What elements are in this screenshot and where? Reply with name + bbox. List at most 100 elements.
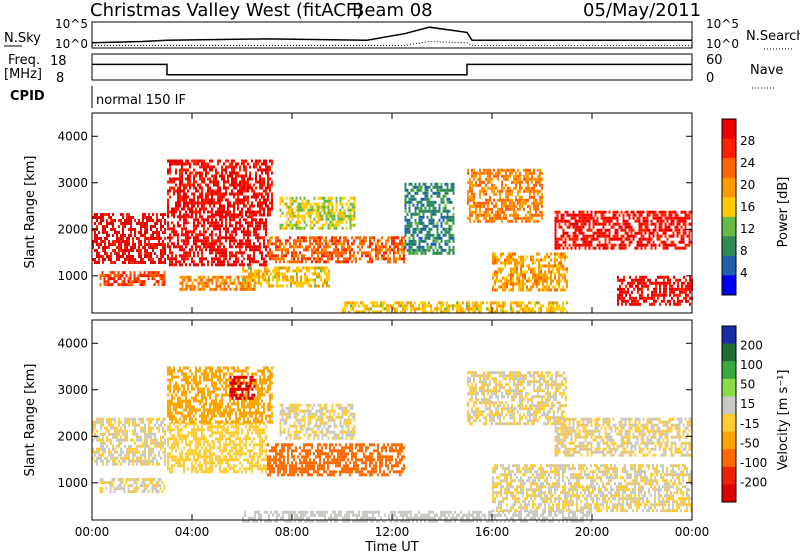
heatmap-cell <box>199 195 201 199</box>
heatmap-cell <box>554 219 557 223</box>
y-tick-label: 1000 <box>57 269 88 283</box>
heatmap-cell <box>539 177 541 181</box>
heatmap-cell <box>164 246 166 249</box>
heatmap-cell <box>231 233 233 237</box>
heatmap-cell <box>440 251 443 255</box>
heatmap-cell <box>289 196 292 200</box>
heatmap-cell <box>181 183 183 187</box>
heatmap-cell <box>689 275 691 279</box>
heatmap-cell <box>632 213 635 217</box>
heatmap-cell <box>233 278 236 282</box>
heatmap-cell <box>175 162 177 166</box>
heatmap-cell <box>187 162 189 166</box>
heatmap-cell <box>473 201 475 205</box>
heatmap-cell <box>641 296 643 300</box>
heatmap-cell <box>144 237 146 240</box>
heatmap-cell <box>304 275 306 279</box>
heatmap-cell <box>507 189 509 193</box>
heatmap-cell <box>237 242 239 246</box>
heatmap-cell <box>669 302 671 306</box>
heatmap-cell <box>554 285 556 289</box>
heatmap-cell <box>566 255 568 259</box>
heatmap-cell <box>262 275 264 279</box>
heatmap-cell <box>114 228 116 231</box>
heatmap-cell <box>638 210 641 214</box>
heatmap-cell <box>148 219 150 222</box>
heatmap-cell <box>576 225 579 229</box>
heatmap-cell <box>580 231 583 235</box>
heatmap-cell <box>257 260 259 264</box>
heatmap-cell <box>254 278 256 282</box>
heatmap-cell <box>501 168 503 172</box>
heatmap-cell <box>510 252 512 256</box>
heatmap-cell <box>277 254 279 258</box>
heatmap-cell <box>197 281 200 285</box>
heatmap-cell <box>265 189 267 193</box>
heatmap-cell <box>660 213 663 217</box>
heatmap-cell <box>566 246 569 250</box>
heatmap-cell <box>678 219 681 223</box>
heatmap-cell <box>276 281 278 285</box>
heatmap-cell <box>268 278 270 282</box>
heatmap-cell <box>199 233 201 237</box>
heatmap-cell <box>682 240 685 244</box>
heatmap-cell <box>279 196 282 200</box>
heatmap-cell <box>285 223 288 227</box>
heatmap-cell <box>267 242 269 246</box>
heatmap-cell <box>527 204 529 208</box>
heatmap-cell <box>249 260 251 264</box>
heatmap-cell <box>622 213 625 217</box>
heatmap-cell <box>203 159 205 163</box>
heatmap-cell <box>452 212 455 216</box>
heatmap-cell <box>518 255 520 259</box>
heatmap-cell <box>420 245 423 249</box>
heatmap-cell <box>225 287 228 291</box>
heatmap-cell <box>215 174 217 178</box>
heatmap-cell <box>410 188 413 192</box>
heatmap-cell <box>602 213 605 217</box>
heatmap-cell <box>562 307 564 311</box>
heatmap-cell <box>530 310 532 314</box>
heatmap-cell <box>438 203 441 207</box>
heatmap-cell <box>620 210 623 214</box>
heatmap-cell <box>171 186 173 190</box>
heatmap-cell <box>255 260 257 264</box>
heatmap-cell <box>584 240 587 244</box>
heatmap-cell <box>522 307 524 311</box>
heatmap-cell <box>643 296 645 300</box>
heatmap-cell <box>397 242 399 246</box>
heatmap-cell <box>209 204 211 208</box>
heatmap-cell <box>510 273 512 277</box>
heatmap-cell <box>195 224 197 228</box>
heatmap-cell <box>533 204 535 208</box>
heatmap-cell <box>370 307 372 311</box>
heatmap-cell <box>247 284 250 288</box>
heatmap-cell <box>656 237 659 241</box>
heatmap-cell <box>102 228 104 231</box>
heatmap-cell <box>130 225 132 228</box>
heatmap-cell <box>177 224 179 228</box>
heatmap-cell <box>207 186 209 190</box>
heatmap-cell <box>483 189 485 193</box>
heatmap-cell <box>279 202 282 206</box>
heatmap-cell <box>383 257 385 261</box>
heatmap-cell <box>161 274 164 278</box>
heatmap-cell <box>410 307 412 311</box>
heatmap-cell <box>254 272 256 276</box>
heatmap-cell <box>418 304 420 308</box>
heatmap-cell <box>333 248 335 252</box>
heatmap-cell <box>96 417 98 421</box>
heatmap-cell <box>309 223 312 227</box>
heatmap-cell <box>321 202 324 206</box>
heatmap-cell <box>564 222 567 226</box>
heatmap-cell <box>672 240 675 244</box>
heatmap-cell <box>219 174 221 178</box>
heatmap-cell <box>219 284 222 288</box>
heatmap-cell <box>104 237 106 240</box>
heatmap-cell <box>261 195 263 199</box>
heatmap-cell <box>223 251 225 255</box>
heatmap-cell <box>341 260 343 264</box>
heatmap-cell <box>169 162 171 166</box>
heatmap-cell <box>278 269 280 273</box>
heatmap-cell <box>96 219 98 222</box>
